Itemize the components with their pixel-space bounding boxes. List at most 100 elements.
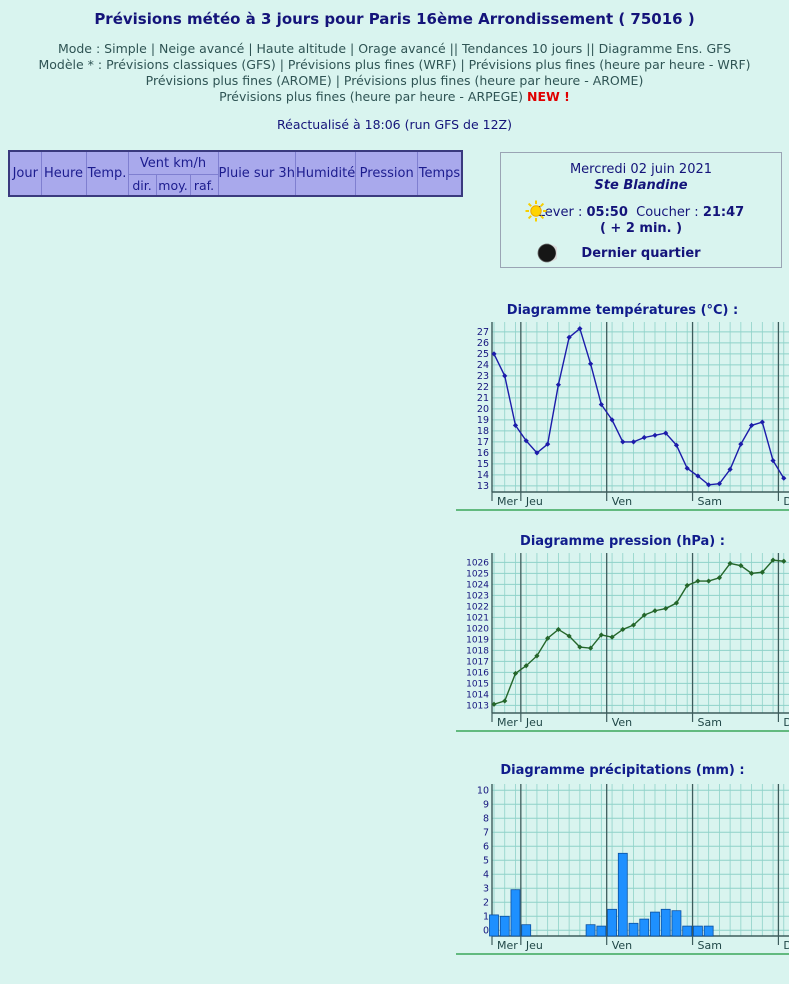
nav-link[interactable]: Prévisions plus fines (heure par heure -… <box>468 57 751 72</box>
svg-text:Sam: Sam <box>698 939 722 952</box>
svg-text:6: 6 <box>483 841 489 852</box>
svg-text:Dim: Dim <box>783 716 789 729</box>
svg-text:Mer: Mer <box>497 939 518 952</box>
col-header-moy: moy. <box>155 174 191 197</box>
svg-text:20: 20 <box>477 404 489 415</box>
chart-prec-svg: 109876543210MerJeuVenSamDim <box>456 784 789 955</box>
nav-link[interactable]: Prévisions plus fines (heure par heure -… <box>343 73 644 88</box>
col-header-pluie: Pluie sur 3h <box>217 150 296 197</box>
svg-text:10: 10 <box>477 785 489 796</box>
nav-link[interactable]: Haute altitude <box>256 41 347 56</box>
nav-link[interactable]: Prévisions plus fines (heure par heure -… <box>219 89 524 104</box>
new-badge: NEW ! <box>527 89 570 104</box>
sunset-time: 21:47 <box>702 205 745 220</box>
nav-link[interactable]: Orage avancé <box>358 41 446 56</box>
col-header-heure: Heure <box>40 150 87 197</box>
svg-text:21: 21 <box>477 393 489 404</box>
info-saint: Ste Blandine <box>594 178 688 193</box>
svg-text:0: 0 <box>483 925 489 936</box>
svg-text:26: 26 <box>477 338 489 349</box>
col-header-jour: Jour <box>8 150 42 197</box>
svg-text:Dim: Dim <box>783 495 789 508</box>
svg-text:1014: 1014 <box>466 690 489 700</box>
svg-text:4: 4 <box>483 869 489 880</box>
svg-text:Dim: Dim <box>783 939 789 952</box>
svg-text:Mer: Mer <box>497 716 518 729</box>
moon-icon <box>537 243 560 267</box>
svg-text:13: 13 <box>477 481 489 492</box>
svg-text:23: 23 <box>477 371 489 382</box>
sunrise-time: 05:50 <box>586 205 628 220</box>
nav-link[interactable]: Prévisions plus fines (AROME) <box>145 73 332 88</box>
refresh-note: Réactualisé à 18:06 (run GFS de 12Z) <box>277 117 512 132</box>
chart-pres-svg: 1026102510241023102210211020101910181017… <box>456 553 789 732</box>
svg-text:25: 25 <box>477 349 489 360</box>
date-info-box: Mercredi 02 juin 2021 Ste Blandine Lever… <box>500 152 782 268</box>
svg-text:17: 17 <box>477 437 489 448</box>
precipitation-chart-title: Diagramme précipitations (mm) : <box>500 763 745 778</box>
svg-text:19: 19 <box>477 415 489 426</box>
svg-text:15: 15 <box>477 459 489 470</box>
nav-link[interactable]: Diagramme Ens. GFS <box>598 41 732 56</box>
svg-text:2: 2 <box>483 897 489 908</box>
moon-phase-label: Dernier quartier <box>581 246 701 261</box>
svg-text:1020: 1020 <box>466 624 489 634</box>
col-header-vent: Vent km/h <box>127 150 219 175</box>
svg-text:1016: 1016 <box>466 668 489 678</box>
svg-text:Jeu: Jeu <box>525 495 543 508</box>
svg-text:1019: 1019 <box>466 635 489 645</box>
col-header-dir: dir. <box>127 174 157 197</box>
temperature-chart: Diagramme températures (°C) : 27 26 25 24 23… <box>456 303 789 516</box>
sunset-label: Coucher : <box>636 205 699 220</box>
sun-times-line: Lever : 05:50 Coucher : 21:47 <box>501 200 781 222</box>
daylight-delta: ( + 2 min. ) <box>599 221 683 236</box>
svg-text:1: 1 <box>483 911 489 922</box>
nav-link[interactable]: Simple <box>104 41 147 56</box>
svg-text:1023: 1023 <box>466 591 489 601</box>
nav-link[interactable]: Neige avancé <box>159 41 245 56</box>
moon-phase-line: Dernier quartier <box>501 243 781 263</box>
svg-text:1025: 1025 <box>466 569 489 579</box>
svg-text:1026: 1026 <box>466 558 489 568</box>
svg-text:24: 24 <box>477 360 489 371</box>
svg-text:Ven: Ven <box>612 939 632 952</box>
weather-page: { "header": { "title": "Prévisions météo… <box>0 0 789 955</box>
sun-icon <box>525 200 547 226</box>
info-date: Mercredi 02 juin 2021 <box>569 162 713 177</box>
svg-text:14: 14 <box>477 470 489 481</box>
svg-text:8: 8 <box>483 813 489 824</box>
precipitation-chart: Diagramme précipitations (mm) : 10 9 8 7 6 5 4… <box>456 763 789 984</box>
svg-text:1017: 1017 <box>466 657 489 667</box>
svg-text:22: 22 <box>477 382 489 393</box>
svg-text:1013: 1013 <box>466 701 489 711</box>
nav-link[interactable]: Prévisions classiques (GFS) <box>106 57 276 72</box>
svg-text:27: 27 <box>477 327 489 338</box>
svg-text:1022: 1022 <box>466 602 489 612</box>
svg-text:Sam: Sam <box>698 716 722 729</box>
svg-text:Ven: Ven <box>612 716 632 729</box>
svg-text:18: 18 <box>477 426 489 437</box>
svg-text:Sam: Sam <box>698 495 722 508</box>
pressure-chart: Diagramme pression (hPa) : 1026 1025 1024 1… <box>456 534 789 737</box>
svg-text:3: 3 <box>483 883 489 894</box>
col-header-temps: Temps <box>417 150 463 197</box>
svg-text:Mer: Mer <box>497 495 518 508</box>
col-header-temp: Temp. <box>85 150 129 197</box>
col-header-humidite: Humidité <box>294 150 357 197</box>
pressure-chart-title: Diagramme pression (hPa) : <box>520 534 725 549</box>
svg-text:Jeu: Jeu <box>525 939 543 952</box>
svg-text:1021: 1021 <box>466 613 489 623</box>
nav-links: Mode : Simple | Neige avancé | Haute alt… <box>38 41 751 104</box>
sunrise-label: Lever : <box>537 205 583 220</box>
svg-text:5: 5 <box>483 855 489 866</box>
svg-text:9: 9 <box>483 799 489 810</box>
svg-text:1018: 1018 <box>466 646 489 656</box>
nav-link[interactable]: Tendances 10 jours <box>462 41 583 56</box>
col-header-raf: raf. <box>189 174 219 197</box>
nav-link[interactable]: Prévisions plus fines (WRF) <box>287 57 457 72</box>
page-header: Prévisions météo à 3 jours pour Paris 16… <box>0 0 789 132</box>
svg-text:1024: 1024 <box>466 580 489 590</box>
svg-text:7: 7 <box>483 827 489 838</box>
temperature-chart-title: Diagramme températures (°C) : <box>506 303 739 318</box>
